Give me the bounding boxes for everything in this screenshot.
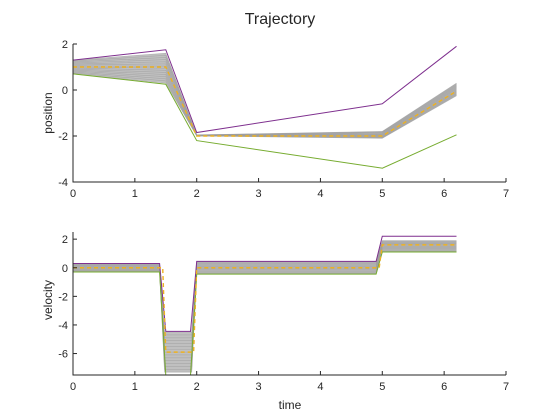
y-tick-label-0--4: -4 xyxy=(58,177,68,189)
x-tick-label-1-3: 3 xyxy=(256,381,262,393)
upper-bound-line xyxy=(73,45,457,134)
plot-area-1 xyxy=(73,235,457,375)
x-tick-label-0-2: 2 xyxy=(194,188,200,200)
y-tick-label-1--6: -6 xyxy=(58,349,68,361)
sample-trajectories-gray-line-14 xyxy=(73,52,457,136)
x-tick-label-0-0: 0 xyxy=(70,188,76,200)
y-tick-label-1--4: -4 xyxy=(58,320,68,332)
x-tick-label-0-3: 3 xyxy=(256,188,262,200)
x-tick-label-1-1: 1 xyxy=(132,381,138,393)
x-tick-label-1-7: 7 xyxy=(503,381,509,393)
x-tick-label-0-1: 1 xyxy=(132,188,138,200)
x-tick-label-1-6: 6 xyxy=(441,381,447,393)
plot-area-0 xyxy=(73,45,457,169)
x-tick-label-1-0: 0 xyxy=(70,381,76,393)
x-tick-label-0-6: 6 xyxy=(441,188,447,200)
position-plot: 0 1 2 3 4 5 6 7 -4 -2 0 2 xyxy=(58,39,509,200)
lower-bound-line xyxy=(73,251,457,375)
y-tick-label-1--2: -2 xyxy=(58,291,68,303)
x-tick-label-1-5: 5 xyxy=(379,381,385,393)
x-tick-label-0-4: 4 xyxy=(317,188,323,200)
upper-bound-line xyxy=(73,235,457,332)
y-tick-label-1-2: 2 xyxy=(62,234,68,246)
x-tick-label-1-2: 2 xyxy=(194,381,200,393)
mean-line xyxy=(73,66,457,137)
x-tick-label-1-4: 4 xyxy=(317,381,323,393)
y-tick-label-0-2: 2 xyxy=(62,39,68,51)
position-ylabel: position xyxy=(41,92,55,133)
time-xlabel: time xyxy=(279,398,302,412)
y-tick-label-1-0: 0 xyxy=(62,263,68,275)
y-tick-label-0-0: 0 xyxy=(62,85,68,97)
velocity-plot: 0 1 2 3 4 5 6 7 -6 -4 -2 0 2 xyxy=(58,232,509,393)
x-tick-label-0-5: 5 xyxy=(379,188,385,200)
x-tick-label-0-7: 7 xyxy=(503,188,509,200)
velocity-ylabel: velocity xyxy=(41,280,55,320)
lower-bound-line xyxy=(73,73,457,169)
y-tick-label-0--2: -2 xyxy=(58,131,68,143)
chart-title: Trajectory xyxy=(245,11,316,28)
